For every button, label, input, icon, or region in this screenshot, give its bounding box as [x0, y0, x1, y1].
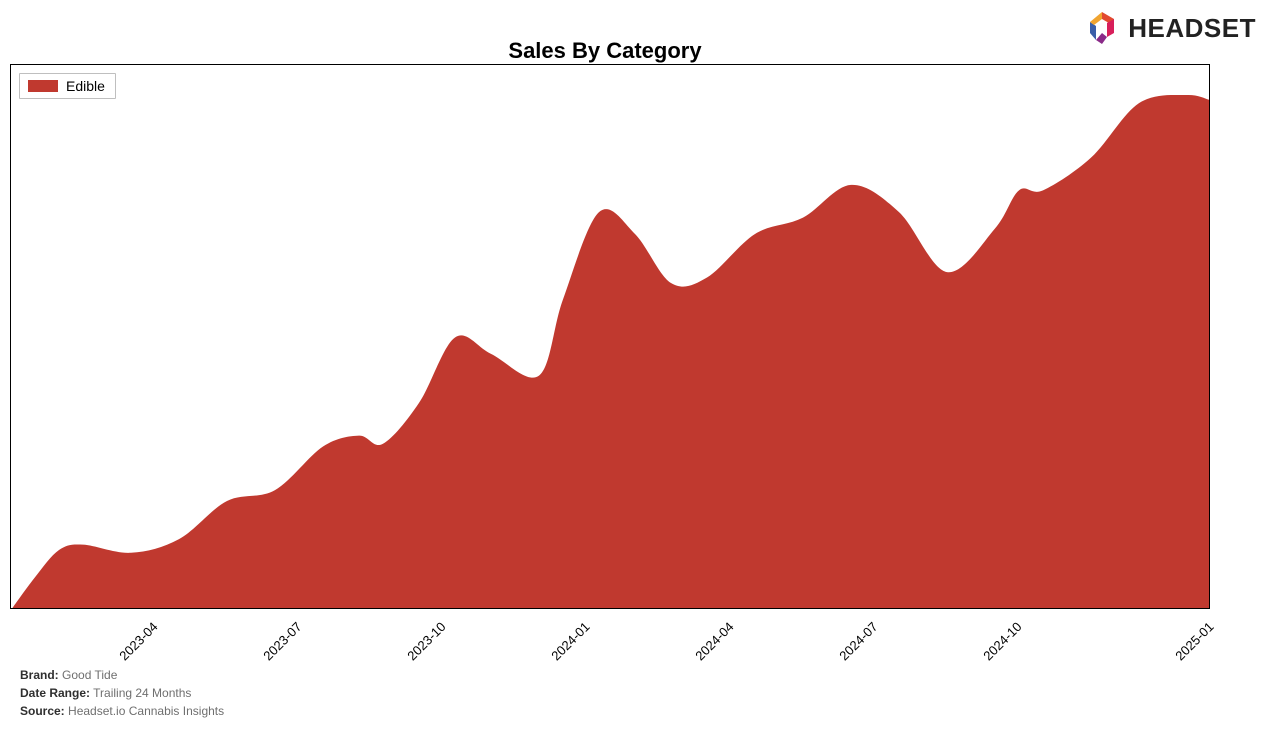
footer-daterange-value: Trailing 24 Months	[93, 686, 191, 700]
legend: Edible	[19, 73, 116, 99]
area-chart-svg	[11, 65, 1210, 609]
x-tick-label: 2024-01	[548, 619, 592, 663]
footer-source-value: Headset.io Cannabis Insights	[68, 704, 224, 718]
chart-footer: Brand: Good Tide Date Range: Trailing 24…	[20, 666, 224, 720]
x-tick-label: 2024-10	[980, 619, 1024, 663]
area-series-edible	[11, 95, 1210, 609]
legend-swatch-edible	[28, 80, 58, 92]
x-tick-label: 2023-04	[116, 619, 160, 663]
footer-brand-label: Brand:	[20, 668, 59, 682]
headset-logo-icon	[1082, 8, 1122, 48]
x-tick-label: 2024-07	[836, 619, 880, 663]
footer-source-label: Source:	[20, 704, 65, 718]
brand-logo-text: HEADSET	[1128, 13, 1256, 44]
footer-brand-value: Good Tide	[62, 668, 117, 682]
legend-label-edible: Edible	[66, 78, 105, 94]
footer-daterange-label: Date Range:	[20, 686, 90, 700]
x-tick-label: 2025-01	[1172, 619, 1216, 663]
brand-logo: HEADSET	[1082, 8, 1256, 48]
x-tick-label: 2024-04	[692, 619, 736, 663]
chart-title: Sales By Category	[0, 38, 1210, 64]
x-tick-label: 2023-10	[404, 619, 448, 663]
x-tick-label: 2023-07	[260, 619, 304, 663]
chart-plot-area: Edible	[10, 64, 1210, 609]
